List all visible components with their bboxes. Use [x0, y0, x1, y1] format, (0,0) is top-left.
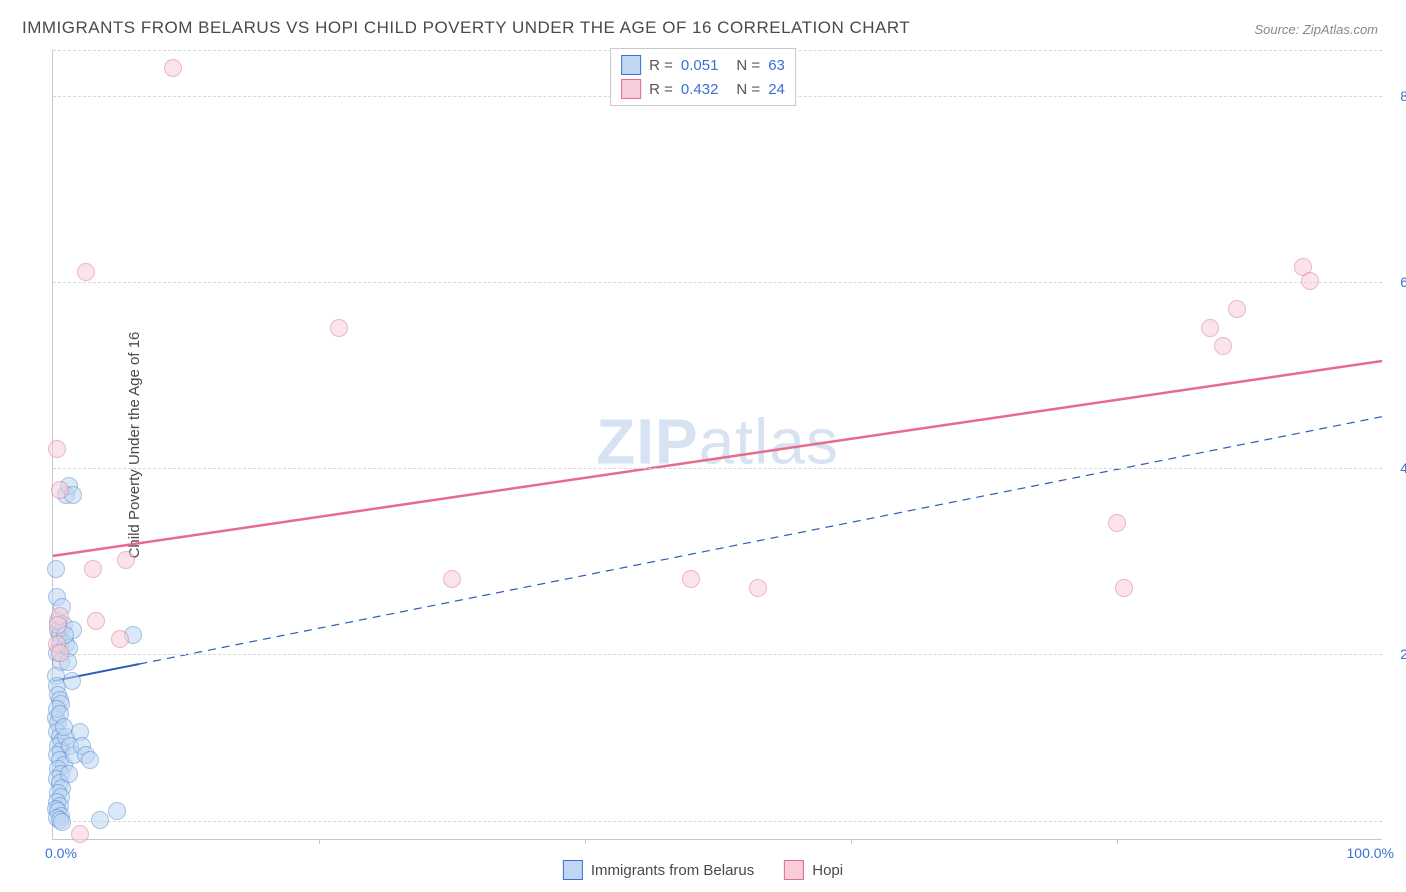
scatter-point-hopi — [84, 560, 102, 578]
scatter-point-hopi — [71, 825, 89, 843]
plot-area: ZIPatlas Child Poverty Under the Age of … — [52, 50, 1382, 840]
gridline-h — [53, 282, 1382, 283]
x-tick-mark — [1117, 839, 1118, 844]
scatter-point-belarus — [81, 751, 99, 769]
scatter-point-hopi — [443, 570, 461, 588]
gridline-h — [53, 821, 1382, 822]
scatter-point-hopi — [51, 481, 69, 499]
legend-r-value: 0.051 — [681, 57, 719, 74]
watermark: ZIPatlas — [596, 404, 839, 478]
trend-belarus_trend-dash — [139, 417, 1382, 664]
scatter-point-hopi — [87, 612, 105, 630]
scatter-point-hopi — [117, 551, 135, 569]
scatter-point-hopi — [51, 644, 69, 662]
legend-n-value: 24 — [768, 81, 785, 98]
scatter-point-belarus — [53, 813, 71, 831]
scatter-point-belarus — [55, 718, 73, 736]
legend-top-row: R = 0.051 N = 63 — [621, 53, 785, 77]
scatter-point-hopi — [49, 616, 67, 634]
scatter-point-hopi — [48, 440, 66, 458]
scatter-point-hopi — [1214, 337, 1232, 355]
legend-top-row: R = 0.432 N = 24 — [621, 77, 785, 101]
scatter-point-hopi — [682, 570, 700, 588]
scatter-point-belarus — [60, 765, 78, 783]
scatter-point-hopi — [1301, 272, 1319, 290]
legend-r-value: 0.432 — [681, 81, 719, 98]
gridline-h — [53, 468, 1382, 469]
scatter-point-belarus — [108, 802, 126, 820]
scatter-point-hopi — [1201, 319, 1219, 337]
y-tick-label: 40.0% — [1386, 460, 1406, 476]
legend-swatch — [563, 860, 583, 880]
scatter-point-belarus — [47, 560, 65, 578]
watermark-bold: ZIP — [596, 405, 699, 477]
legend-n-label: N = — [736, 57, 760, 74]
source-label: Source: ZipAtlas.com — [1254, 22, 1378, 37]
y-axis-title: Child Poverty Under the Age of 16 — [126, 331, 143, 558]
legend-bottom-label: Immigrants from Belarus — [591, 862, 754, 879]
legend-bottom-item: Immigrants from Belarus — [563, 860, 754, 880]
scatter-point-hopi — [111, 630, 129, 648]
gridline-h — [53, 654, 1382, 655]
legend-swatch — [784, 860, 804, 880]
trend-lines-svg — [53, 50, 1382, 839]
y-tick-label: 80.0% — [1386, 88, 1406, 104]
scatter-point-hopi — [1108, 514, 1126, 532]
scatter-point-hopi — [330, 319, 348, 337]
legend-r-label: R = — [649, 81, 673, 98]
y-tick-label: 20.0% — [1386, 646, 1406, 662]
scatter-point-belarus — [63, 672, 81, 690]
x-tick-label: 0.0% — [45, 845, 77, 861]
legend-bottom-label: Hopi — [812, 862, 843, 879]
legend-n-value: 63 — [768, 57, 785, 74]
legend-bottom-item: Hopi — [784, 860, 843, 880]
legend-bottom: Immigrants from Belarus Hopi — [563, 860, 843, 880]
scatter-point-hopi — [749, 579, 767, 597]
scatter-point-belarus — [91, 811, 109, 829]
x-tick-mark — [585, 839, 586, 844]
legend-swatch — [621, 55, 641, 75]
scatter-point-hopi — [1228, 300, 1246, 318]
legend-swatch — [621, 79, 641, 99]
x-tick-label: 100.0% — [1347, 845, 1394, 861]
chart-title: IMMIGRANTS FROM BELARUS VS HOPI CHILD PO… — [22, 18, 910, 38]
x-tick-mark — [319, 839, 320, 844]
legend-r-label: R = — [649, 57, 673, 74]
legend-top: R = 0.051 N = 63 R = 0.432 N = 24 — [610, 48, 796, 106]
scatter-point-hopi — [1115, 579, 1133, 597]
scatter-point-hopi — [164, 59, 182, 77]
y-tick-label: 60.0% — [1386, 274, 1406, 290]
legend-n-label: N = — [736, 81, 760, 98]
scatter-point-hopi — [77, 263, 95, 281]
trend-hopi_trend — [53, 361, 1382, 556]
watermark-rest: atlas — [699, 405, 839, 477]
x-tick-mark — [851, 839, 852, 844]
